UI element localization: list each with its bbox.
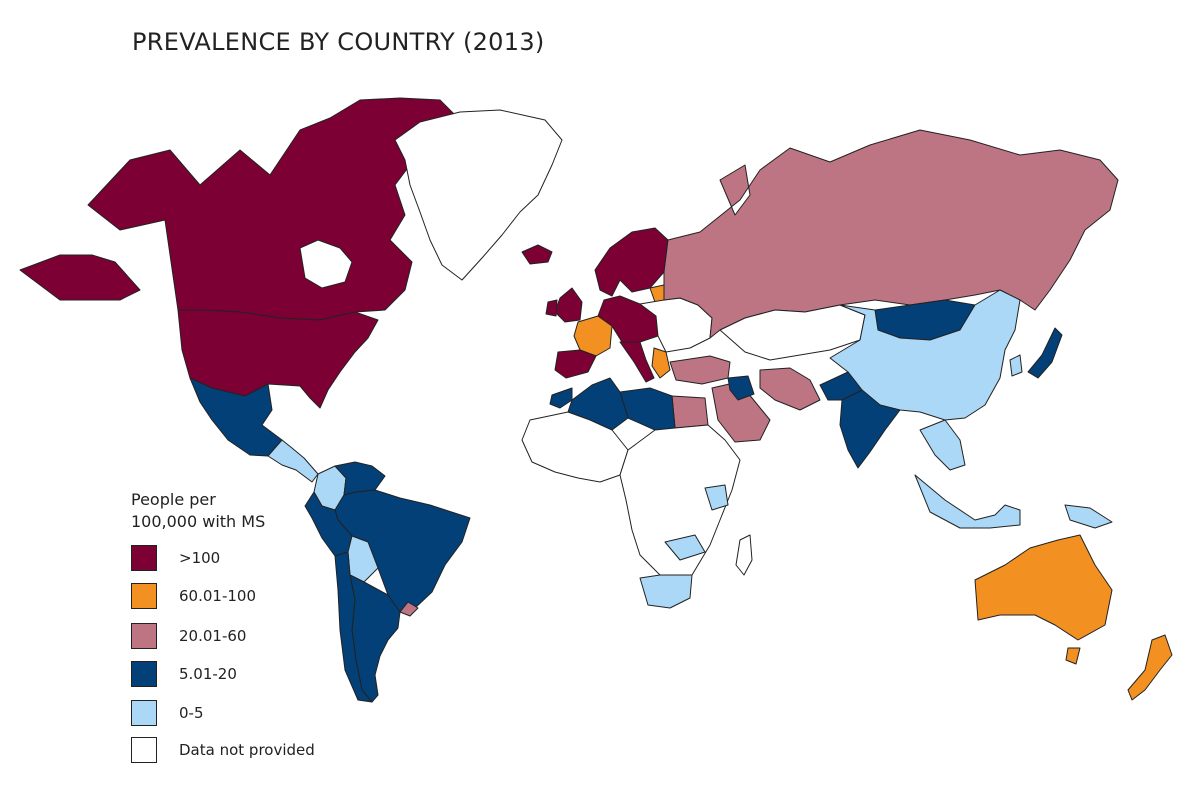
- region-west-africa: [521, 411, 629, 483]
- legend-title: People per 100,000 with MS: [131, 489, 265, 533]
- region-australia: [974, 534, 1113, 641]
- region-spain: [554, 349, 597, 379]
- region-uruguay: [399, 601, 419, 617]
- legend-label: >100: [179, 549, 221, 567]
- region-scandinavia: [594, 227, 669, 297]
- region-japan: [1027, 327, 1063, 379]
- region-russia: [663, 129, 1119, 339]
- region-greenland: [394, 109, 563, 281]
- region-iraq: [727, 375, 755, 401]
- region-india: [839, 389, 901, 469]
- legend-title-line2: 100,000 with MS: [131, 512, 266, 531]
- region-iceland: [521, 244, 553, 265]
- region-new-zealand: [1127, 634, 1173, 701]
- region-korea: [1009, 354, 1023, 377]
- map-title: PREVALENCE BY COUNTRY (2013): [132, 28, 545, 56]
- legend-label: 0-5: [179, 704, 204, 722]
- region-turkey: [669, 355, 731, 385]
- region-central-africa: [619, 424, 741, 576]
- region-southeast-asia: [919, 419, 966, 471]
- region-egypt: [671, 395, 709, 429]
- legend-swatch: [131, 583, 157, 609]
- legend-swatch: [131, 545, 157, 571]
- region-madagascar: [735, 534, 753, 576]
- legend-swatch: [131, 737, 157, 763]
- region-greece: [651, 347, 671, 379]
- legend-swatch: [131, 700, 157, 726]
- legend-label: Data not provided: [179, 741, 315, 759]
- legend-label: 60.01-100: [179, 587, 256, 605]
- region-papua-new-guinea: [1064, 504, 1113, 529]
- legend-label: 5.01-20: [179, 665, 237, 683]
- region-italy: [619, 341, 655, 383]
- region-zambia: [664, 534, 706, 561]
- region-canada: [87, 97, 456, 321]
- region-tasmania: [1065, 647, 1081, 665]
- legend-title-line1: People per: [131, 490, 216, 509]
- region-ireland: [545, 299, 558, 317]
- region-iran: [759, 367, 821, 411]
- region-china: [829, 289, 1021, 421]
- legend-swatch: [131, 623, 157, 649]
- region-chile: [334, 551, 373, 703]
- legend-swatch: [131, 661, 157, 687]
- region-pakistan: [819, 371, 863, 401]
- region-kenya: [704, 484, 729, 511]
- region-morocco: [549, 387, 573, 409]
- region-south-africa: [639, 574, 693, 609]
- region-united-kingdom: [554, 287, 583, 323]
- region-indonesia: [914, 474, 1021, 529]
- region-libya: [619, 387, 676, 431]
- legend-label: 20.01-60: [179, 627, 247, 645]
